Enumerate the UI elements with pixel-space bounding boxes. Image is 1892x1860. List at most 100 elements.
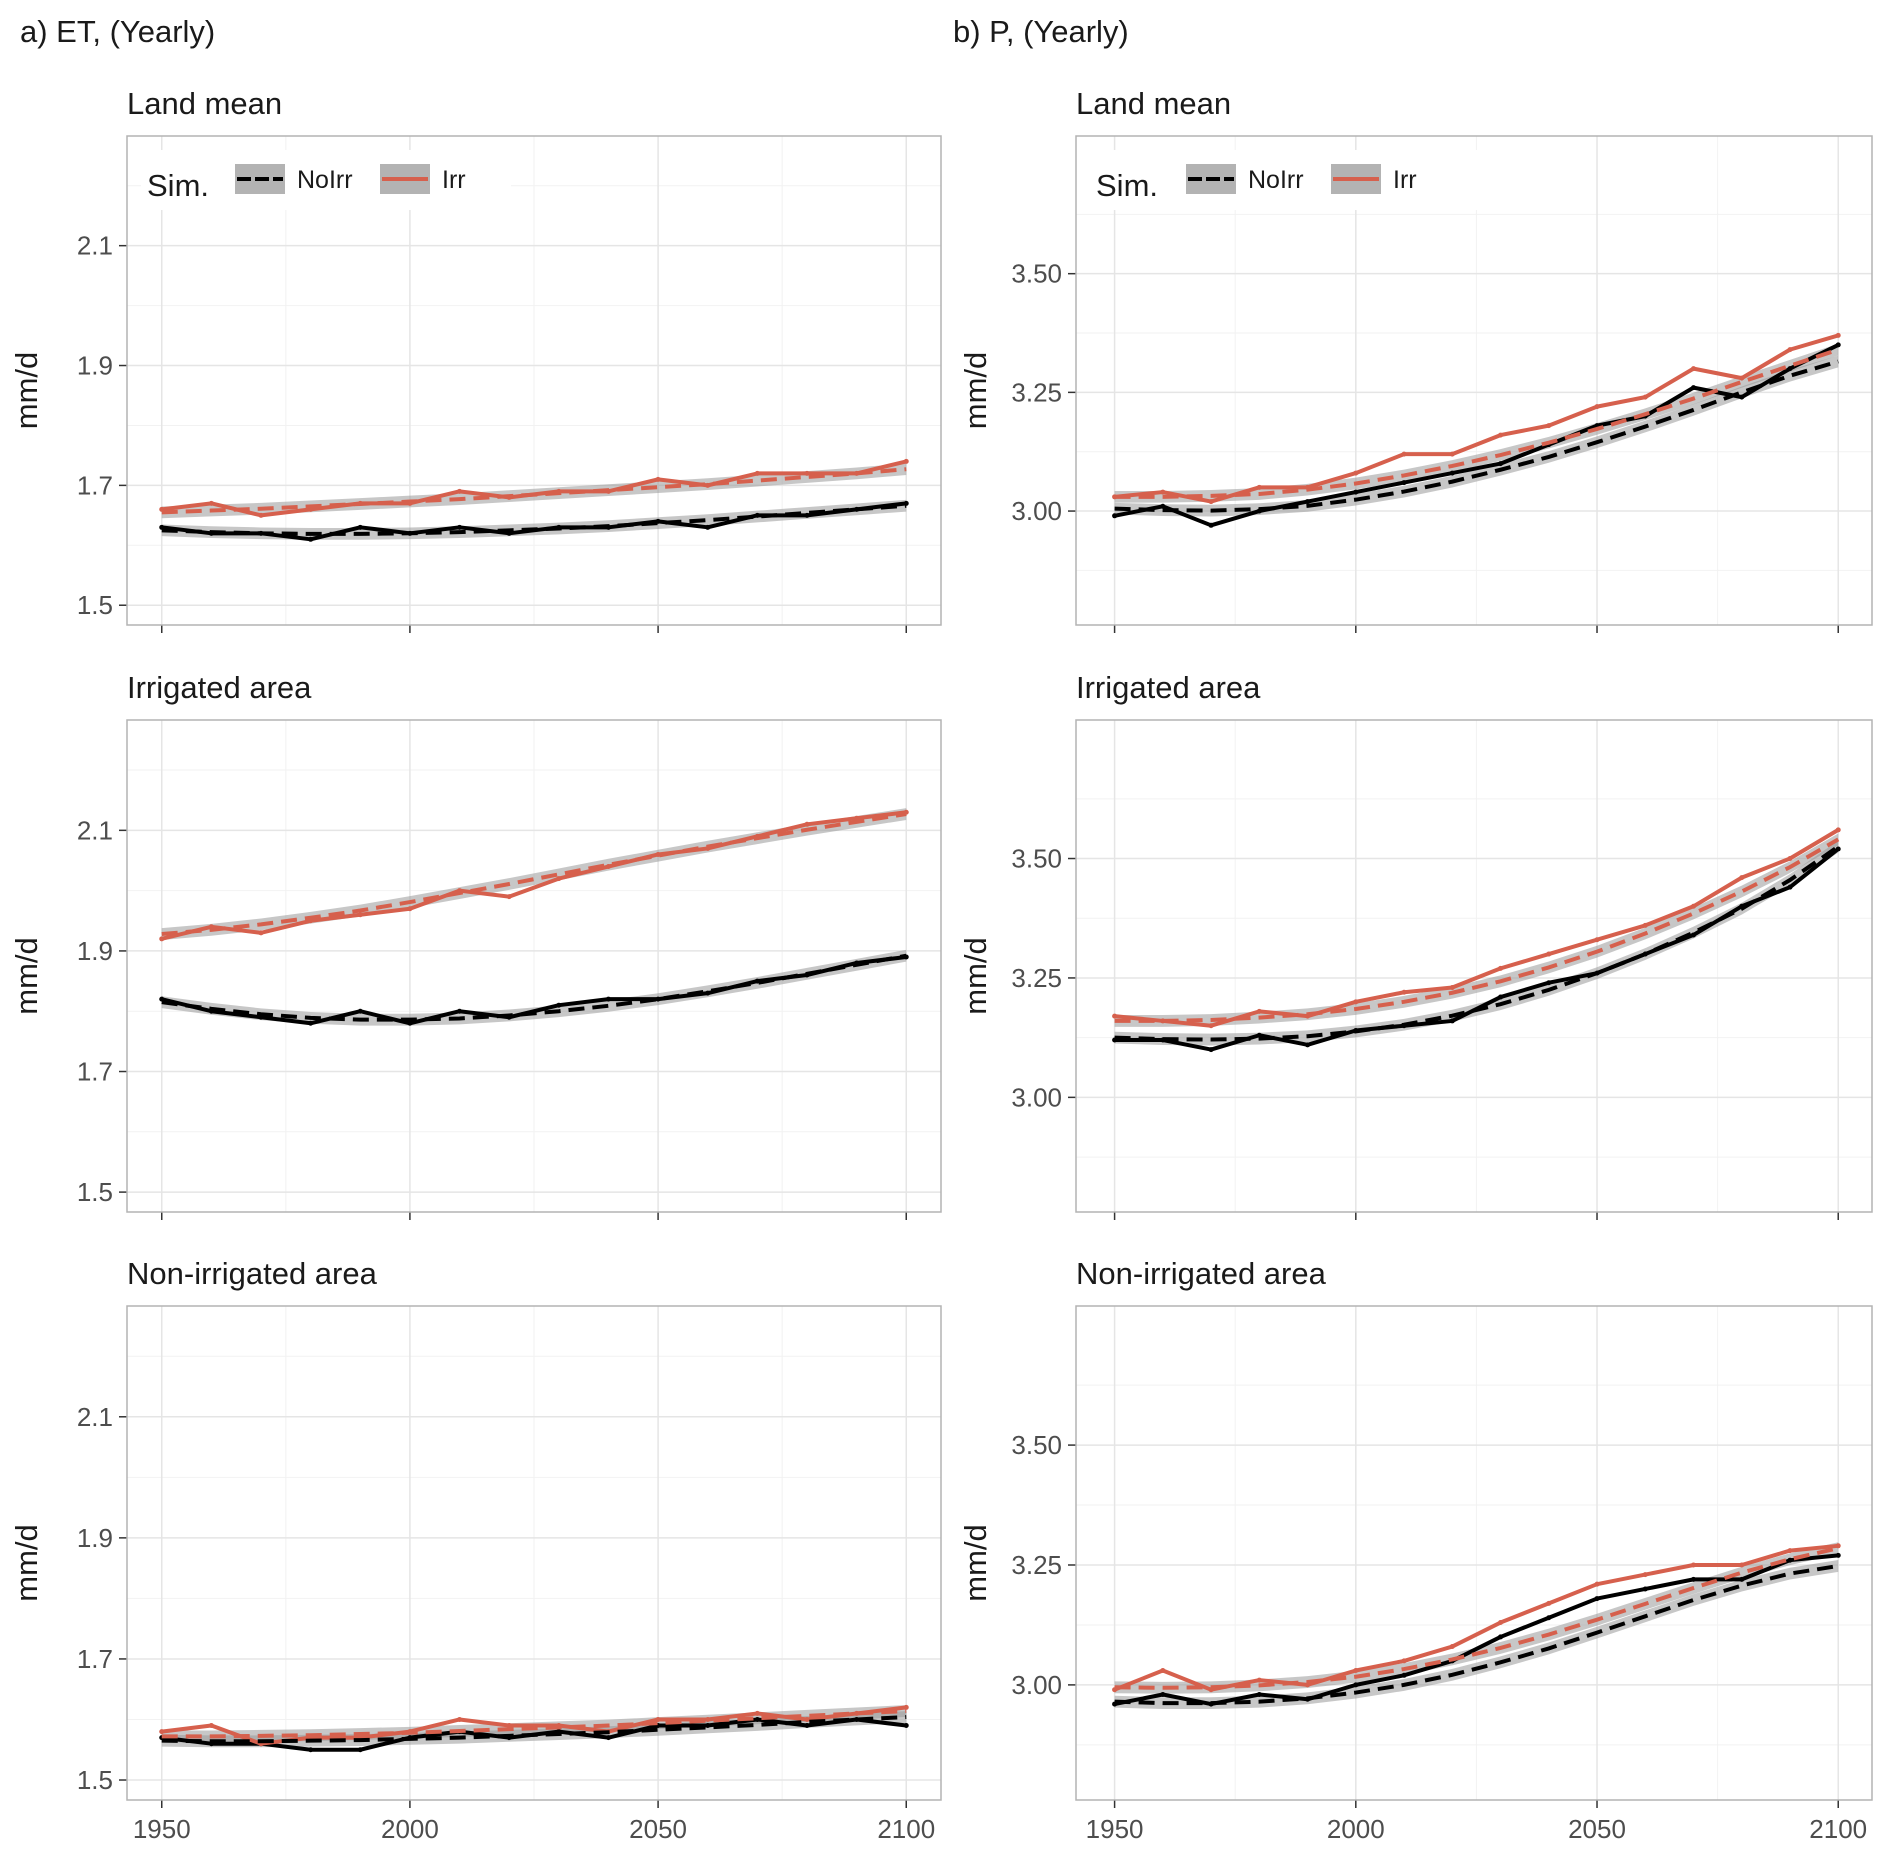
trend-line-noirr: [161, 953, 907, 1022]
data-point-irr: [1642, 1572, 1648, 1578]
data-point-noirr: [1112, 513, 1118, 519]
panel-4: 1950 2000 2050 2100 1.5 1.7 1.9 2.1 Non-irrigate…: [9, 1256, 942, 1844]
legend-label-irr: Irr: [1393, 166, 1417, 194]
data-point-noirr: [1256, 1691, 1262, 1697]
panel-2: 1.5 1.7 1.9 2.1 Irrigated area mm/d: [9, 670, 942, 1220]
data-point-noirr: [357, 1008, 363, 1014]
data-point-irr: [1642, 394, 1648, 400]
data-point-noirr: [1739, 394, 1745, 400]
data-point-irr: [208, 500, 214, 506]
data-point-noirr: [1835, 1552, 1841, 1558]
y-tick-label: 1.7: [77, 1644, 113, 1674]
legend-background: [1090, 150, 1480, 210]
data-point-irr: [1112, 1013, 1118, 1019]
trend-line-irr: [1114, 347, 1839, 499]
data-point-irr: [1546, 951, 1552, 957]
data-point-irr: [1353, 470, 1359, 476]
data-point-noirr: [705, 524, 711, 530]
trend-line-irr: [161, 1709, 907, 1739]
data-point-noirr: [1449, 1018, 1455, 1024]
data-point-irr: [1160, 489, 1166, 495]
panel-title: Irrigated area: [1076, 670, 1261, 705]
y-tick-label: 1.7: [77, 1057, 113, 1087]
data-point-irr: [159, 936, 165, 942]
data-point-irr: [1256, 484, 1262, 490]
data-point-irr: [705, 1716, 711, 1722]
x-tick-label: 2100: [877, 1814, 935, 1844]
y-axis-label: mm/d: [9, 1524, 44, 1602]
y-tick-label: 3.00: [1011, 496, 1062, 526]
y-tick-label: 2.1: [77, 231, 113, 261]
x-tick-label: 1950: [1086, 1814, 1144, 1844]
data-point-noirr: [1305, 499, 1311, 505]
panel-title: Irrigated area: [127, 670, 312, 705]
data-point-noirr: [1691, 932, 1697, 938]
y-axis-label: mm/d: [9, 937, 44, 1015]
data-point-noirr: [1160, 503, 1166, 509]
data-point-noirr: [308, 1747, 314, 1753]
data-point-irr: [1835, 827, 1841, 833]
y-tick-label: 1.9: [77, 351, 113, 381]
data-point-irr: [804, 470, 810, 476]
y-tick-label: 2.1: [77, 815, 113, 845]
data-point-irr: [1401, 451, 1407, 457]
legend: Sim. NoIrr Irr: [141, 150, 511, 210]
y-tick-label: 3.00: [1011, 1082, 1062, 1112]
data-point-irr: [1208, 499, 1214, 505]
data-point-irr: [1594, 404, 1600, 410]
x-tick-label: 1950: [133, 1814, 191, 1844]
data-point-irr: [854, 815, 860, 821]
data-point-noirr: [357, 1747, 363, 1753]
data-point-noirr: [1256, 1032, 1262, 1038]
panel-0: 1.5 1.7 1.9 2.1 Land mean mm/d Sim. NoIrr Irr: [9, 86, 942, 633]
trend-band-noirr: [1114, 840, 1839, 1046]
data-point-irr: [556, 876, 562, 882]
data-point-noirr: [605, 1735, 611, 1741]
trend-line-noirr: [1114, 359, 1839, 513]
trend-band-noirr: [1114, 1560, 1839, 1710]
data-point-noirr: [1642, 1586, 1648, 1592]
data-point-noirr: [1208, 1047, 1214, 1053]
data-point-noirr: [1691, 1576, 1697, 1582]
y-axis-label: mm/d: [9, 352, 44, 430]
data-point-noirr: [655, 996, 661, 1002]
x-tick-label: 2100: [1809, 1814, 1867, 1844]
trend-line-irr: [161, 467, 907, 515]
panel-title: Land mean: [127, 86, 282, 121]
data-point-irr: [457, 1716, 463, 1722]
data-point-irr: [1353, 999, 1359, 1005]
trend-line-noirr: [161, 503, 907, 536]
data-point-irr: [605, 864, 611, 870]
data-point-irr: [1449, 451, 1455, 457]
data-point-irr: [1642, 922, 1648, 928]
data-point-noirr: [556, 1002, 562, 1008]
data-point-noirr: [605, 996, 611, 1002]
data-point-noirr: [804, 512, 810, 518]
data-point-noirr: [1835, 846, 1841, 852]
data-point-irr: [1498, 965, 1504, 971]
data-point-noirr: [1208, 522, 1214, 528]
data-point-irr: [506, 894, 512, 900]
data-point-irr: [1256, 1677, 1262, 1683]
data-point-noirr: [1546, 1615, 1552, 1621]
y-tick-label: 1.5: [77, 1765, 113, 1795]
data-point-irr: [1546, 1600, 1552, 1606]
data-point-noirr: [903, 1723, 909, 1729]
data-point-irr: [159, 1729, 165, 1735]
column-title-et: a) ET, (Yearly): [20, 14, 216, 49]
trend-line-irr: [1114, 837, 1840, 1023]
data-point-irr: [1787, 1548, 1793, 1554]
data-point-irr: [506, 1723, 512, 1729]
series-line-noirr: [1114, 1553, 1839, 1707]
data-point-irr: [1401, 1658, 1407, 1664]
y-axis-label: mm/d: [958, 937, 993, 1015]
y-tick-label: 3.50: [1011, 844, 1062, 874]
panel-border: [126, 135, 942, 626]
legend-background: [141, 150, 511, 210]
panel-background: [1076, 720, 1872, 1212]
data-point-noirr: [1160, 1691, 1166, 1697]
data-point-irr: [705, 482, 711, 488]
data-point-noirr: [1691, 385, 1697, 391]
data-point-irr: [1594, 1581, 1600, 1587]
